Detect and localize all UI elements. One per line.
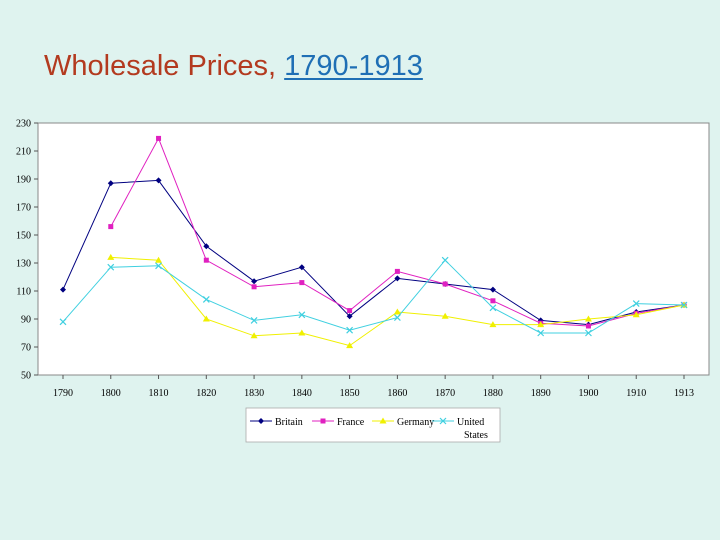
x-tick-label: 1860 xyxy=(387,388,407,399)
data-point-britain xyxy=(298,264,305,271)
x-tick-label: 1910 xyxy=(626,388,646,399)
data-point-france xyxy=(585,323,591,329)
legend-marker-united-states xyxy=(439,417,447,425)
y-tick-label: 90 xyxy=(21,315,31,326)
data-point-germany xyxy=(441,312,449,319)
data-point-united-states xyxy=(393,314,401,322)
data-point-germany xyxy=(537,321,545,328)
y-tick-label: 70 xyxy=(21,343,31,354)
data-point-united-states xyxy=(585,329,592,337)
x-tick-label: 1820 xyxy=(196,388,216,399)
y-tick-label: 50 xyxy=(21,371,31,382)
data-point-united-states xyxy=(680,301,688,309)
data-point-germany xyxy=(632,311,640,318)
data-point-france xyxy=(490,298,496,304)
series-line-britain xyxy=(62,179,685,326)
data-point-france xyxy=(299,280,305,286)
x-tick-label: 1810 xyxy=(149,388,169,399)
slide-title: Wholesale Prices, 1790-1913 xyxy=(44,50,423,83)
data-point-germany xyxy=(489,321,497,328)
data-point-britain xyxy=(489,286,496,293)
legend-marker-germany xyxy=(379,417,387,424)
data-point-france xyxy=(203,257,209,263)
y-tick-label: 210 xyxy=(16,147,31,158)
y-tick-label: 230 xyxy=(16,119,31,130)
data-point-germany xyxy=(584,315,592,322)
data-point-france xyxy=(108,224,114,230)
slide-title-link[interactable]: 1790-1913 xyxy=(284,50,423,82)
data-point-united-states xyxy=(632,300,640,308)
y-tick-label: 150 xyxy=(16,231,31,242)
x-tick-label: 1890 xyxy=(531,388,551,399)
data-point-united-states xyxy=(537,329,545,337)
slide-title-text: Wholesale Prices, xyxy=(44,50,285,82)
data-point-united-states xyxy=(202,295,210,303)
legend-label-united-states: United xyxy=(457,417,484,428)
y-tick-label: 130 xyxy=(16,259,31,270)
legend-label-united-states-line2: States xyxy=(464,430,488,441)
data-point-germany xyxy=(298,329,306,336)
data-point-britain xyxy=(346,313,353,320)
x-tick-label: 1913 xyxy=(674,388,694,399)
data-point-britain xyxy=(203,243,210,250)
x-tick-label: 1800 xyxy=(101,388,121,399)
x-tick-label: 1880 xyxy=(483,388,503,399)
legend-marker-britain xyxy=(258,418,264,424)
data-point-france xyxy=(347,308,353,314)
data-point-united-states xyxy=(107,263,115,271)
data-point-united-states xyxy=(346,326,354,334)
series-line-united-states xyxy=(62,259,685,334)
data-point-germany xyxy=(155,256,163,263)
y-tick-label: 190 xyxy=(16,175,31,186)
data-point-united-states xyxy=(250,316,258,324)
legend-label-france: France xyxy=(337,417,365,428)
plot-area xyxy=(37,122,710,376)
data-point-united-states xyxy=(441,256,449,264)
data-point-britain xyxy=(155,177,162,184)
series-france xyxy=(108,135,687,329)
data-point-united-states xyxy=(59,318,67,326)
legend-box xyxy=(245,407,501,443)
data-point-united-states xyxy=(155,262,162,270)
data-point-germany xyxy=(202,315,210,322)
legend-marker-france xyxy=(320,418,326,424)
y-tick-label: 110 xyxy=(16,287,31,298)
x-tick-label: 1870 xyxy=(435,388,455,399)
legend-label-britain: Britain xyxy=(275,417,303,428)
data-point-france xyxy=(394,268,400,274)
data-point-britain xyxy=(251,278,258,285)
legend-label-germany: Germany xyxy=(397,417,434,428)
x-tick-label: 1840 xyxy=(292,388,312,399)
data-point-germany xyxy=(250,332,258,339)
y-tick-label: 170 xyxy=(16,203,31,214)
data-point-united-states xyxy=(489,304,497,312)
x-tick-label: 1900 xyxy=(578,388,598,399)
series-united-states xyxy=(59,256,688,337)
data-point-britain xyxy=(60,286,66,293)
data-point-united-states xyxy=(298,311,306,319)
data-point-germany xyxy=(346,342,354,349)
x-tick-label: 1830 xyxy=(244,388,264,399)
data-point-france xyxy=(156,135,162,141)
x-tick-label: 1790 xyxy=(53,388,73,399)
data-point-britain xyxy=(107,180,114,187)
data-point-france xyxy=(251,284,257,290)
data-point-germany xyxy=(107,253,115,260)
data-point-britain xyxy=(394,275,401,282)
x-tick-label: 1850 xyxy=(340,388,360,399)
data-point-france xyxy=(442,281,448,287)
data-point-germany xyxy=(393,308,401,315)
